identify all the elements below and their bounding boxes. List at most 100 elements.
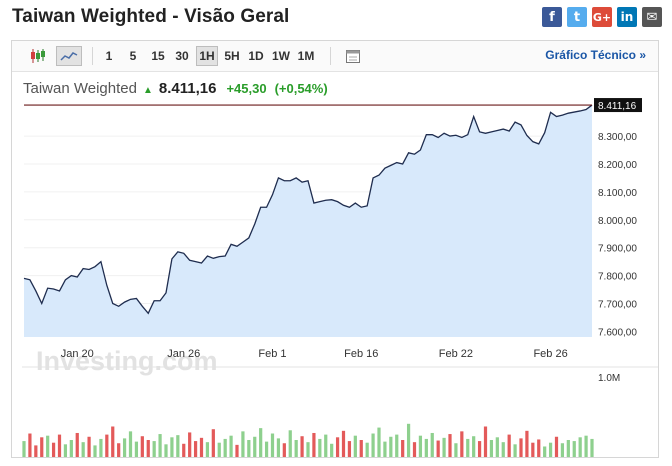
volume-bar [134,441,139,457]
volume-bar [483,426,488,457]
volume-bar [578,437,582,457]
volume-bar [63,444,68,457]
volume-bar [501,442,505,457]
volume-bar [264,441,269,457]
volume-bar [377,427,381,457]
volume-bar [28,433,32,457]
volume-bar [223,438,227,457]
last-price-tag [594,98,642,113]
price-change: +45,30 [226,81,267,96]
interval-30[interactable]: 30 [175,49,189,63]
x-tick-label: Feb 22 [439,348,473,360]
volume-bar [448,434,452,457]
volume-bar [40,437,44,457]
email-icon[interactable]: ✉ [642,7,662,27]
last-price: 8.411,16 [158,80,217,97]
investing-watermark: Investing.com [36,346,218,376]
volume-bar [57,434,62,457]
volume-bar [22,441,26,457]
interval-1d[interactable]: 1D [248,49,264,63]
volume-bar [590,438,594,457]
volume-bar [566,440,570,457]
volume-bar [111,426,115,457]
volume-bar [158,434,162,457]
chart-toolbar: 1 5 15 30 1H 5H 1D 1W 1M Gráfico Técnico… [12,41,658,72]
page-title: Taiwan Weighted - Visão Geral [12,6,290,27]
y-tick-label: 8.200,00 [598,160,637,171]
y-tick-label: 7.700,00 [598,300,637,311]
volume-bar [188,432,192,457]
volume-bar [105,434,109,457]
volume-bar [359,440,363,457]
volume-bar [424,438,428,457]
last-price-tag-label: 8.411,16 [598,101,637,112]
interval-1m[interactable]: 1M [297,49,315,63]
linkedin-icon[interactable]: in [617,7,637,27]
interval-1w[interactable]: 1W [272,49,290,63]
volume-bar [418,435,423,457]
volume-bar [466,438,470,457]
volume-bar [51,442,56,457]
price-line [23,104,593,315]
volume-bar [395,434,399,457]
volume-bar [46,435,50,457]
interval-15[interactable]: 15 [151,49,165,63]
x-tick-label: Feb 16 [344,348,378,360]
volume-bar [353,435,357,457]
volume-bar [341,430,346,457]
interval-1[interactable]: 1 [105,49,113,63]
instrument-name: Taiwan Weighted [23,80,137,97]
volume-bar [412,442,417,457]
volume-bar [460,431,464,457]
facebook-icon[interactable]: f [542,7,562,27]
volume-bar [507,434,511,457]
calendar-icon[interactable] [342,46,364,66]
volume-bar [401,440,405,457]
volume-bar [383,441,387,457]
interval-5[interactable]: 5 [129,49,137,63]
volume-bar [69,440,73,457]
volume-bar [87,436,91,457]
share-bar: f t G+ in ✉ [542,7,662,27]
interval-1h[interactable]: 1H [196,46,218,66]
twitter-icon[interactable]: t [567,7,587,27]
volume-bar [472,436,476,457]
volume-bar [170,437,174,457]
technical-chart-link[interactable]: Gráfico Técnico » [545,48,646,62]
volume-bar [117,443,121,457]
line-chart-icon[interactable] [56,46,82,66]
volume-bar [146,440,150,457]
volume-bar [75,432,79,457]
volume-bar [253,436,257,457]
volume-bar [330,443,334,457]
volume-bar [347,441,352,457]
y-tick-label: 7.800,00 [598,272,637,283]
volume-bar [270,433,275,457]
volume-bar [495,437,499,457]
y-tick-label: 8.100,00 [598,188,637,199]
volume-bar [140,436,144,457]
volume-bar [430,432,434,457]
volume-bar [199,437,204,457]
volume-bar [324,434,328,457]
google-plus-icon[interactable]: G+ [592,7,612,27]
x-tick-label: Jan 26 [167,348,200,360]
volume-bar [389,436,393,457]
interval-5h[interactable]: 5H [224,49,240,63]
volume-bar [560,443,565,457]
quote-header: Taiwan Weighted ▲ 8.411,16 +45,30 (+0,54… [23,80,328,97]
volume-bar [211,429,215,457]
volume-bar [318,438,322,457]
volume-bar [306,442,310,457]
volume-bar [406,423,411,457]
volume-bar [81,442,85,457]
price-area [24,105,592,337]
x-tick-label: Feb 26 [533,348,567,360]
volume-bar [442,437,446,457]
volume-bar [247,440,251,457]
candlestick-chart-icon[interactable] [26,46,50,66]
price-chart: Investing.com 7.600,00 7.700,00 7.800,00 7.… [22,98,658,457]
volume-bar [454,443,458,457]
volume-bar [294,440,298,457]
volume-bar [489,440,494,457]
